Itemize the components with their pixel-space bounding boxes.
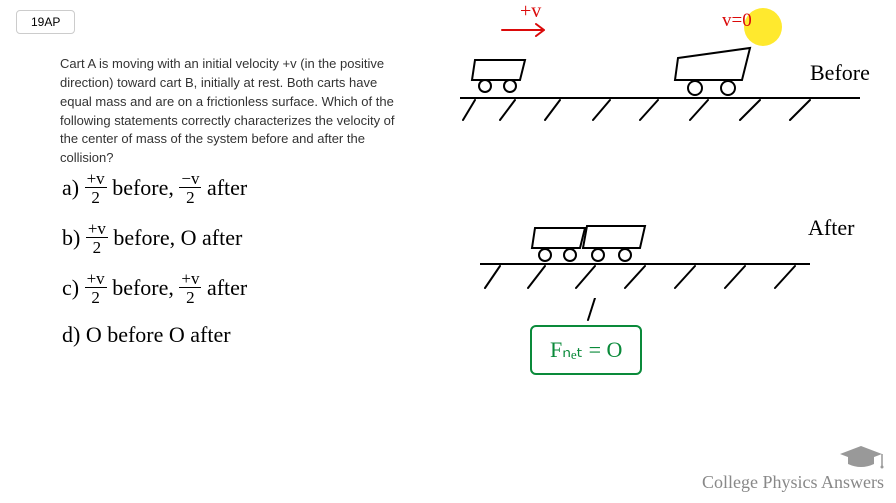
arrow-icon (500, 22, 560, 38)
option-a: a) +v2 before, −v2 after (62, 172, 247, 208)
logo: College Physics Answers (702, 444, 884, 493)
value: O (181, 225, 197, 250)
text: before, (112, 175, 179, 200)
value: O (169, 322, 185, 347)
problem-tag: 19AP (16, 10, 75, 34)
logo-text: College Physics Answers (702, 472, 884, 492)
text: after (207, 175, 247, 200)
option-letter: d) (62, 322, 80, 347)
text: after (190, 322, 230, 347)
after-label: After (808, 215, 854, 241)
text: before (107, 322, 169, 347)
annotation-vzero: v=0 (722, 10, 752, 32)
option-d: d) O before O after (62, 322, 231, 348)
text: after (207, 275, 247, 300)
option-c: c) +v2 before, +v2 after (62, 272, 247, 308)
after-diagram (480, 210, 850, 300)
annotation-plusv: +v (520, 0, 541, 23)
question-text: Cart A is moving with an initial velocit… (60, 55, 410, 168)
fraction: +v2 (179, 270, 201, 306)
logo-icon (838, 444, 884, 470)
text: after (202, 225, 242, 250)
option-letter: c) (62, 275, 79, 300)
fraction: +v2 (86, 220, 108, 256)
connector-line (583, 298, 603, 323)
before-diagram (460, 40, 860, 130)
fraction: +v2 (85, 170, 107, 206)
option-b: b) +v2 before, O after (62, 222, 242, 258)
value: O (86, 322, 102, 347)
text: before, (112, 275, 179, 300)
text: before, (113, 225, 180, 250)
fnet-equation: Fₙₑₜ = O (530, 325, 642, 375)
fraction: +v2 (85, 270, 107, 306)
before-label: Before (810, 60, 870, 86)
option-letter: b) (62, 225, 80, 250)
fraction: −v2 (179, 170, 201, 206)
option-letter: a) (62, 175, 79, 200)
